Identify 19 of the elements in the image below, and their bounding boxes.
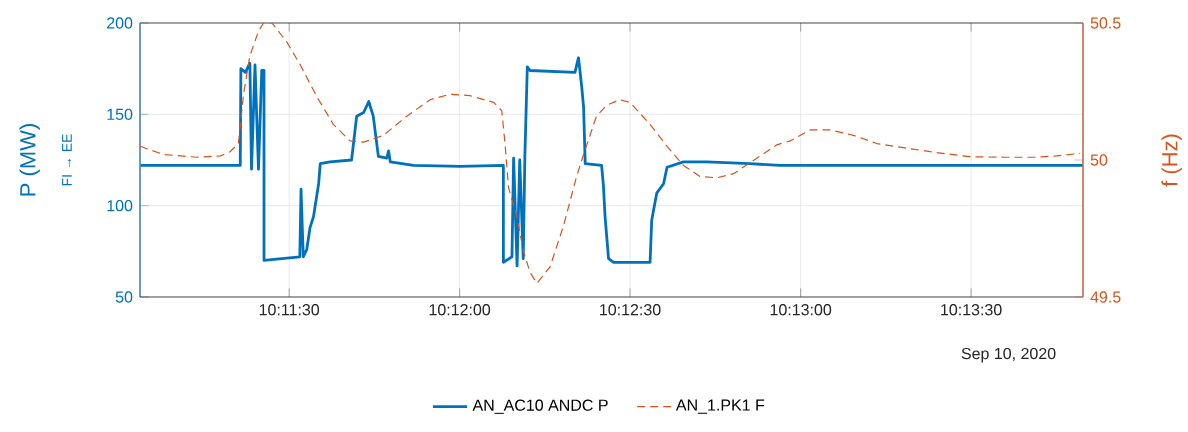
y-tick-label: 150 [107,108,133,120]
y-tick-label: 200 [107,17,133,29]
text: Sep 10, 2020 [961,347,1056,363]
x-tick-label: 10:12:30 [600,304,661,316]
line-series [140,22,1081,284]
y-tick-label: 100 [107,200,133,212]
x-tick-label: 10:11:30 [259,304,320,316]
y2-tick-label: 50.5 [1090,17,1121,29]
legend-label: AN_1.PK1 F [675,399,765,414]
y-axis-title: P (MW) [19,124,40,196]
x-tick-label: 10:13:00 [770,304,832,316]
x-tick-label: 10:12:00 [429,304,491,316]
legend-label: AN_AC10 ANDC P [472,399,608,414]
text: FI → EE [62,134,72,186]
y-tick-label: 50 [115,291,133,303]
y2-axis-title: f (Hz) [1161,134,1182,187]
y2-tick-label: 49.5 [1090,291,1121,303]
y2-tick-label: 50 [1090,154,1108,166]
x-tick-label: 10:13:30 [941,304,1002,316]
